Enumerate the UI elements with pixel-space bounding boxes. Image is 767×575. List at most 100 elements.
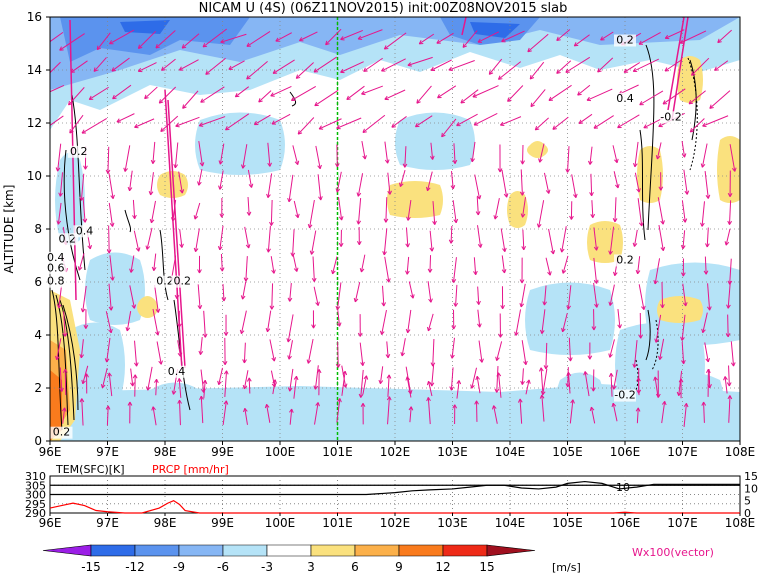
colorbar-unit: [m/s] — [552, 561, 581, 574]
wind-vector — [702, 115, 729, 128]
wind-vector — [50, 85, 65, 93]
wind-vector — [265, 310, 272, 333]
contour-line — [71, 94, 86, 271]
wind-vector — [335, 282, 342, 311]
wind-vector — [55, 338, 62, 361]
contour-label: 0.4 — [616, 92, 634, 105]
wind-vector — [470, 141, 476, 163]
wind-vector — [137, 62, 157, 73]
wind-vector — [270, 256, 276, 274]
wind-vector — [491, 405, 498, 424]
ts-x-tick-label: 96E — [39, 516, 62, 530]
wind-vector — [363, 57, 383, 72]
colorbar-tick-label: -6 — [217, 560, 229, 574]
contour-label-bg — [614, 389, 636, 402]
wind-vector — [723, 376, 728, 394]
wind-vector — [93, 57, 107, 72]
wind-vector — [154, 378, 159, 396]
wind-vector — [543, 172, 551, 194]
wind-vector — [287, 368, 294, 392]
shade-region — [657, 296, 703, 323]
wind-vector — [361, 85, 383, 96]
wind-vector — [109, 29, 135, 45]
wind-vector — [357, 314, 363, 337]
wind-vector — [678, 378, 684, 399]
wind-vector — [200, 86, 225, 103]
wind-vector — [451, 257, 457, 283]
wind-vector — [520, 368, 525, 385]
wind-vector — [701, 312, 708, 334]
wind-vector — [88, 86, 109, 100]
wind-vector — [591, 309, 597, 331]
wind-vector — [240, 281, 247, 300]
wind-vector — [498, 313, 503, 338]
wind-vector — [313, 286, 320, 306]
contour-label-bg — [614, 92, 636, 105]
wind-vector — [297, 117, 315, 135]
shade-region — [637, 146, 663, 203]
wind-vector — [478, 340, 484, 363]
wind-vector — [517, 398, 523, 424]
wind-vector — [437, 85, 457, 99]
wind-vector — [356, 173, 364, 197]
y-axis-label: ALTITUDE [km] — [2, 185, 16, 274]
wind-vector — [608, 284, 615, 306]
wind-vector — [362, 375, 369, 395]
contour-line — [124, 209, 131, 233]
wind-vector — [400, 338, 406, 357]
wind-vector — [306, 338, 314, 364]
wind-vector — [521, 229, 527, 251]
contour-line — [639, 129, 646, 241]
ts-left-tick-label: 300 — [25, 489, 46, 502]
wind-vector — [539, 394, 545, 422]
wind-vector — [680, 314, 686, 341]
wind-vector — [82, 197, 88, 223]
wind-vector — [587, 342, 593, 360]
shading-layer — [50, 17, 740, 441]
x-tick-label: 98E — [154, 445, 177, 459]
y-tick-label: 2 — [34, 381, 42, 395]
wind-vector — [726, 365, 732, 387]
wind-vector — [270, 86, 292, 97]
wind-vector — [79, 339, 85, 359]
wind-vector — [681, 140, 687, 158]
contour-label-bg — [44, 251, 67, 264]
wind-vector — [269, 283, 275, 310]
wind-vector — [569, 399, 575, 424]
wind-vector — [474, 400, 479, 422]
wind-vector — [58, 172, 64, 197]
wind-vector — [407, 56, 433, 67]
wind-vector — [519, 257, 525, 284]
contour-label: -0.2 — [660, 110, 681, 123]
wind-vector — [198, 116, 226, 127]
wind-vector — [552, 116, 569, 130]
wind-vector — [578, 113, 593, 124]
wind-vector — [198, 141, 205, 167]
ts-x-tick-label: 106E — [610, 516, 641, 530]
wind-vector — [62, 368, 68, 395]
wind-vector — [727, 170, 733, 197]
wind-vector — [219, 198, 225, 218]
wind-vector — [105, 405, 111, 426]
wind-vector — [357, 29, 383, 40]
shade-region — [85, 252, 145, 325]
wind-vector — [730, 341, 736, 367]
wind-vector — [475, 197, 481, 216]
wind-vector — [705, 369, 711, 397]
wind-vector — [123, 145, 131, 172]
wind-vector — [565, 56, 591, 73]
wind-vector — [228, 60, 245, 70]
wind-streaks — [69, 16, 689, 371]
wind-vector — [134, 118, 155, 129]
wind-vector — [177, 399, 182, 426]
wind-vector — [292, 145, 300, 165]
colorbar-tick-label: 6 — [351, 560, 359, 574]
shade-region — [527, 141, 548, 158]
colorbar-segment — [266, 544, 312, 557]
wind-vector — [105, 146, 111, 174]
wind-vector — [653, 376, 659, 398]
wind-vector — [59, 33, 85, 51]
wind-vector — [426, 380, 433, 397]
wind-vector — [539, 309, 546, 334]
wind-vector — [452, 143, 458, 164]
